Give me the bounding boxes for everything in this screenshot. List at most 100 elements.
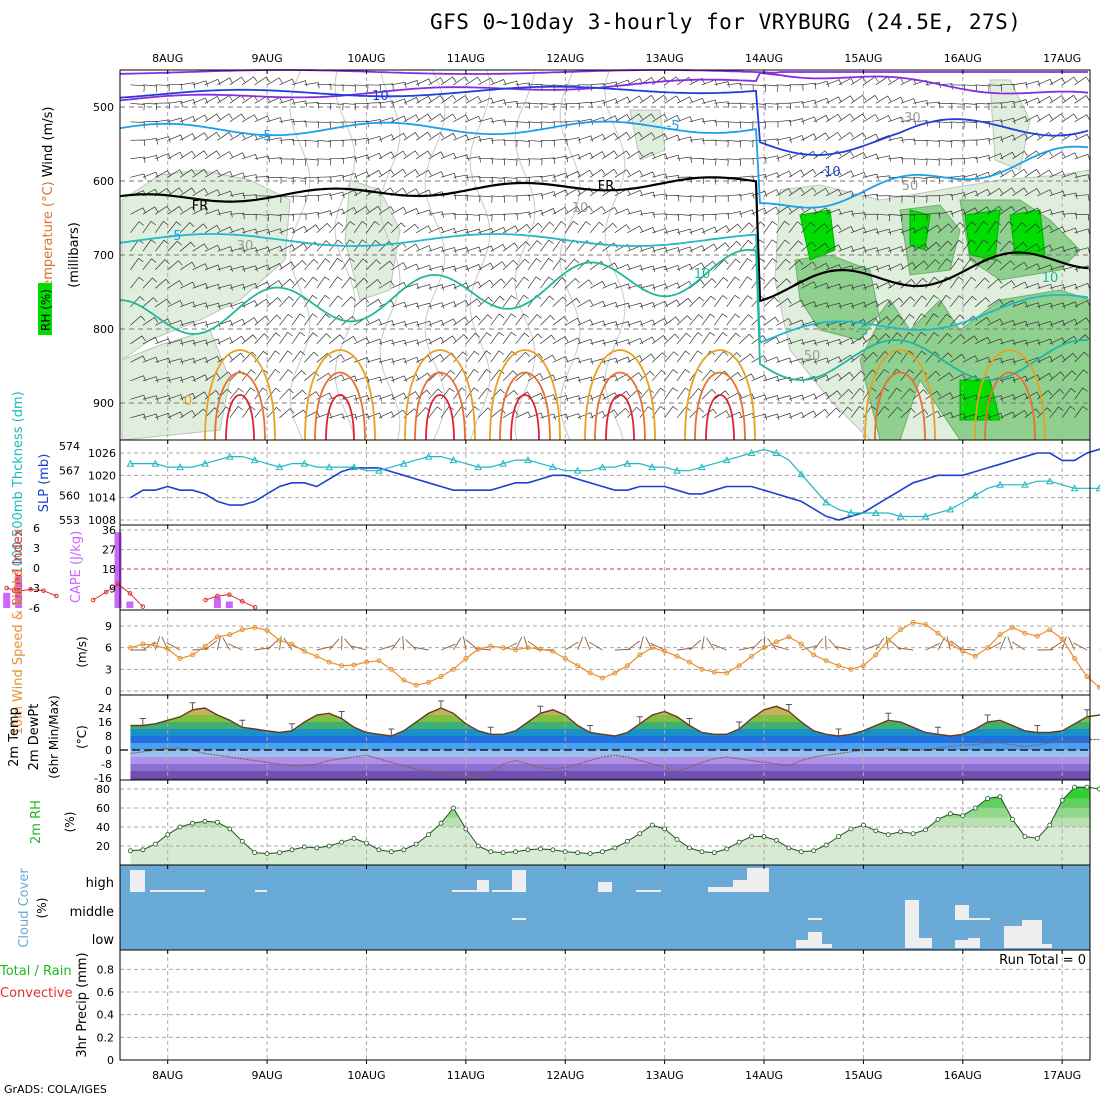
- wind-barb: [813, 242, 829, 252]
- wind-barb-10m: [1049, 641, 1063, 651]
- wind-barb: [391, 150, 407, 160]
- wind-barb: [192, 283, 209, 290]
- wind-barb: [354, 84, 369, 92]
- credit-text: GrADS: COLA/IGES: [4, 1083, 107, 1096]
- wind-barb: [676, 350, 691, 363]
- wind-barb: [428, 226, 445, 234]
- wind-barb: [167, 205, 183, 215]
- cloud-cover-bar: [180, 890, 205, 892]
- wind-barb: [254, 281, 271, 289]
- wind-barb: [217, 113, 233, 123]
- wind-barb: [701, 195, 717, 203]
- wind-barb: [328, 295, 343, 308]
- slp-tick-label: 1008: [88, 514, 116, 527]
- pressure-tick-label: 700: [93, 249, 114, 262]
- wind-barb: [453, 282, 469, 289]
- wind-barb: [1074, 153, 1091, 161]
- wind-barb: [825, 113, 842, 123]
- wind-barb: [515, 102, 531, 109]
- precip-ylabel: 3hr Precip (mm): [75, 952, 90, 1057]
- wind-barb: [813, 408, 829, 419]
- wind-barb: [465, 213, 481, 222]
- wind-barb: [391, 98, 407, 105]
- wind-barb: [167, 260, 183, 271]
- wind-barb: [788, 169, 805, 178]
- wind-barb: [192, 80, 209, 87]
- wind-barb-10m: [1007, 636, 1013, 651]
- date-label-top: 12AUG: [546, 52, 584, 65]
- wind-barb: [577, 169, 594, 178]
- cloud-cover-bar: [808, 918, 822, 920]
- wind-speed-marker: [239, 627, 245, 633]
- wind-barb: [478, 97, 494, 104]
- rh-marker: [699, 849, 705, 855]
- wind-speed-marker: [885, 637, 891, 643]
- wind-barb: [1012, 261, 1028, 271]
- wind-barb: [1074, 351, 1089, 363]
- wind-barb: [179, 261, 196, 271]
- wind-barb: [676, 406, 691, 419]
- wind-barb: [652, 317, 668, 326]
- wind-speed-marker: [773, 639, 779, 645]
- wind-barb: [179, 281, 196, 289]
- wind-barb: [341, 156, 357, 163]
- rh-marker: [724, 846, 730, 852]
- wind-barb: [179, 222, 195, 234]
- wind-barb: [552, 102, 568, 111]
- wind-barb: [602, 168, 618, 178]
- rh-marker: [612, 845, 618, 851]
- wind-barb: [540, 102, 555, 111]
- upper-ylabel-rh: RH (%): [39, 289, 53, 331]
- wind-barb: [788, 205, 805, 215]
- wind-barb: [639, 227, 656, 234]
- wind-barb: [565, 376, 581, 383]
- wind-barb: [229, 76, 246, 86]
- precip-panel-frame: [119, 949, 1091, 1061]
- wind-barb: [776, 298, 792, 308]
- wind-barb: [751, 221, 766, 234]
- wind-barb: [142, 395, 159, 402]
- wind-barb: [515, 313, 529, 326]
- wind-barb: [602, 132, 618, 141]
- cloud-cover-bar: [968, 918, 990, 920]
- wind-barb: [738, 276, 753, 289]
- thickness-marker: [176, 463, 184, 471]
- wind-barb: [192, 391, 208, 400]
- wind-barb: [1061, 370, 1077, 382]
- wind-barb: [975, 316, 991, 326]
- wind-barb: [590, 99, 606, 107]
- rh-marker: [376, 847, 382, 853]
- wind-barb: [316, 412, 333, 419]
- wind-barb: [577, 101, 593, 109]
- wind-barb: [999, 411, 1016, 419]
- wind-barb: [192, 132, 208, 141]
- wind-barb: [354, 154, 370, 161]
- thickness-marker: [772, 449, 781, 457]
- thickness-marker: [871, 508, 880, 516]
- wind-barb: [975, 356, 991, 363]
- temp-tick-label: 8: [105, 730, 112, 743]
- wind-barb: [888, 157, 904, 164]
- wind-barb: [465, 281, 482, 289]
- contour-label: 10: [1042, 271, 1059, 286]
- rh-marker: [997, 794, 1003, 799]
- wind-barb: [1024, 374, 1041, 382]
- rh-contour-line: [424, 69, 446, 441]
- rh-marker: [451, 805, 456, 811]
- thickness-marker: [623, 459, 632, 467]
- wind-barb: [478, 117, 494, 124]
- wind-barb: [900, 388, 915, 400]
- wind-barb: [925, 139, 940, 148]
- wind-barb: [266, 332, 281, 345]
- cape-bar: [126, 601, 134, 608]
- rh-marker: [364, 840, 369, 846]
- wind-barb: [739, 373, 755, 382]
- wind-barb: [875, 246, 892, 254]
- rh-marker: [537, 846, 543, 852]
- cloud-cover-bar: [733, 880, 747, 892]
- wind-barb: [639, 171, 656, 178]
- wind-barb: [838, 302, 854, 309]
- wind-barb: [1062, 113, 1078, 123]
- wind-speed-marker: [662, 648, 668, 654]
- rh-marker: [500, 850, 506, 856]
